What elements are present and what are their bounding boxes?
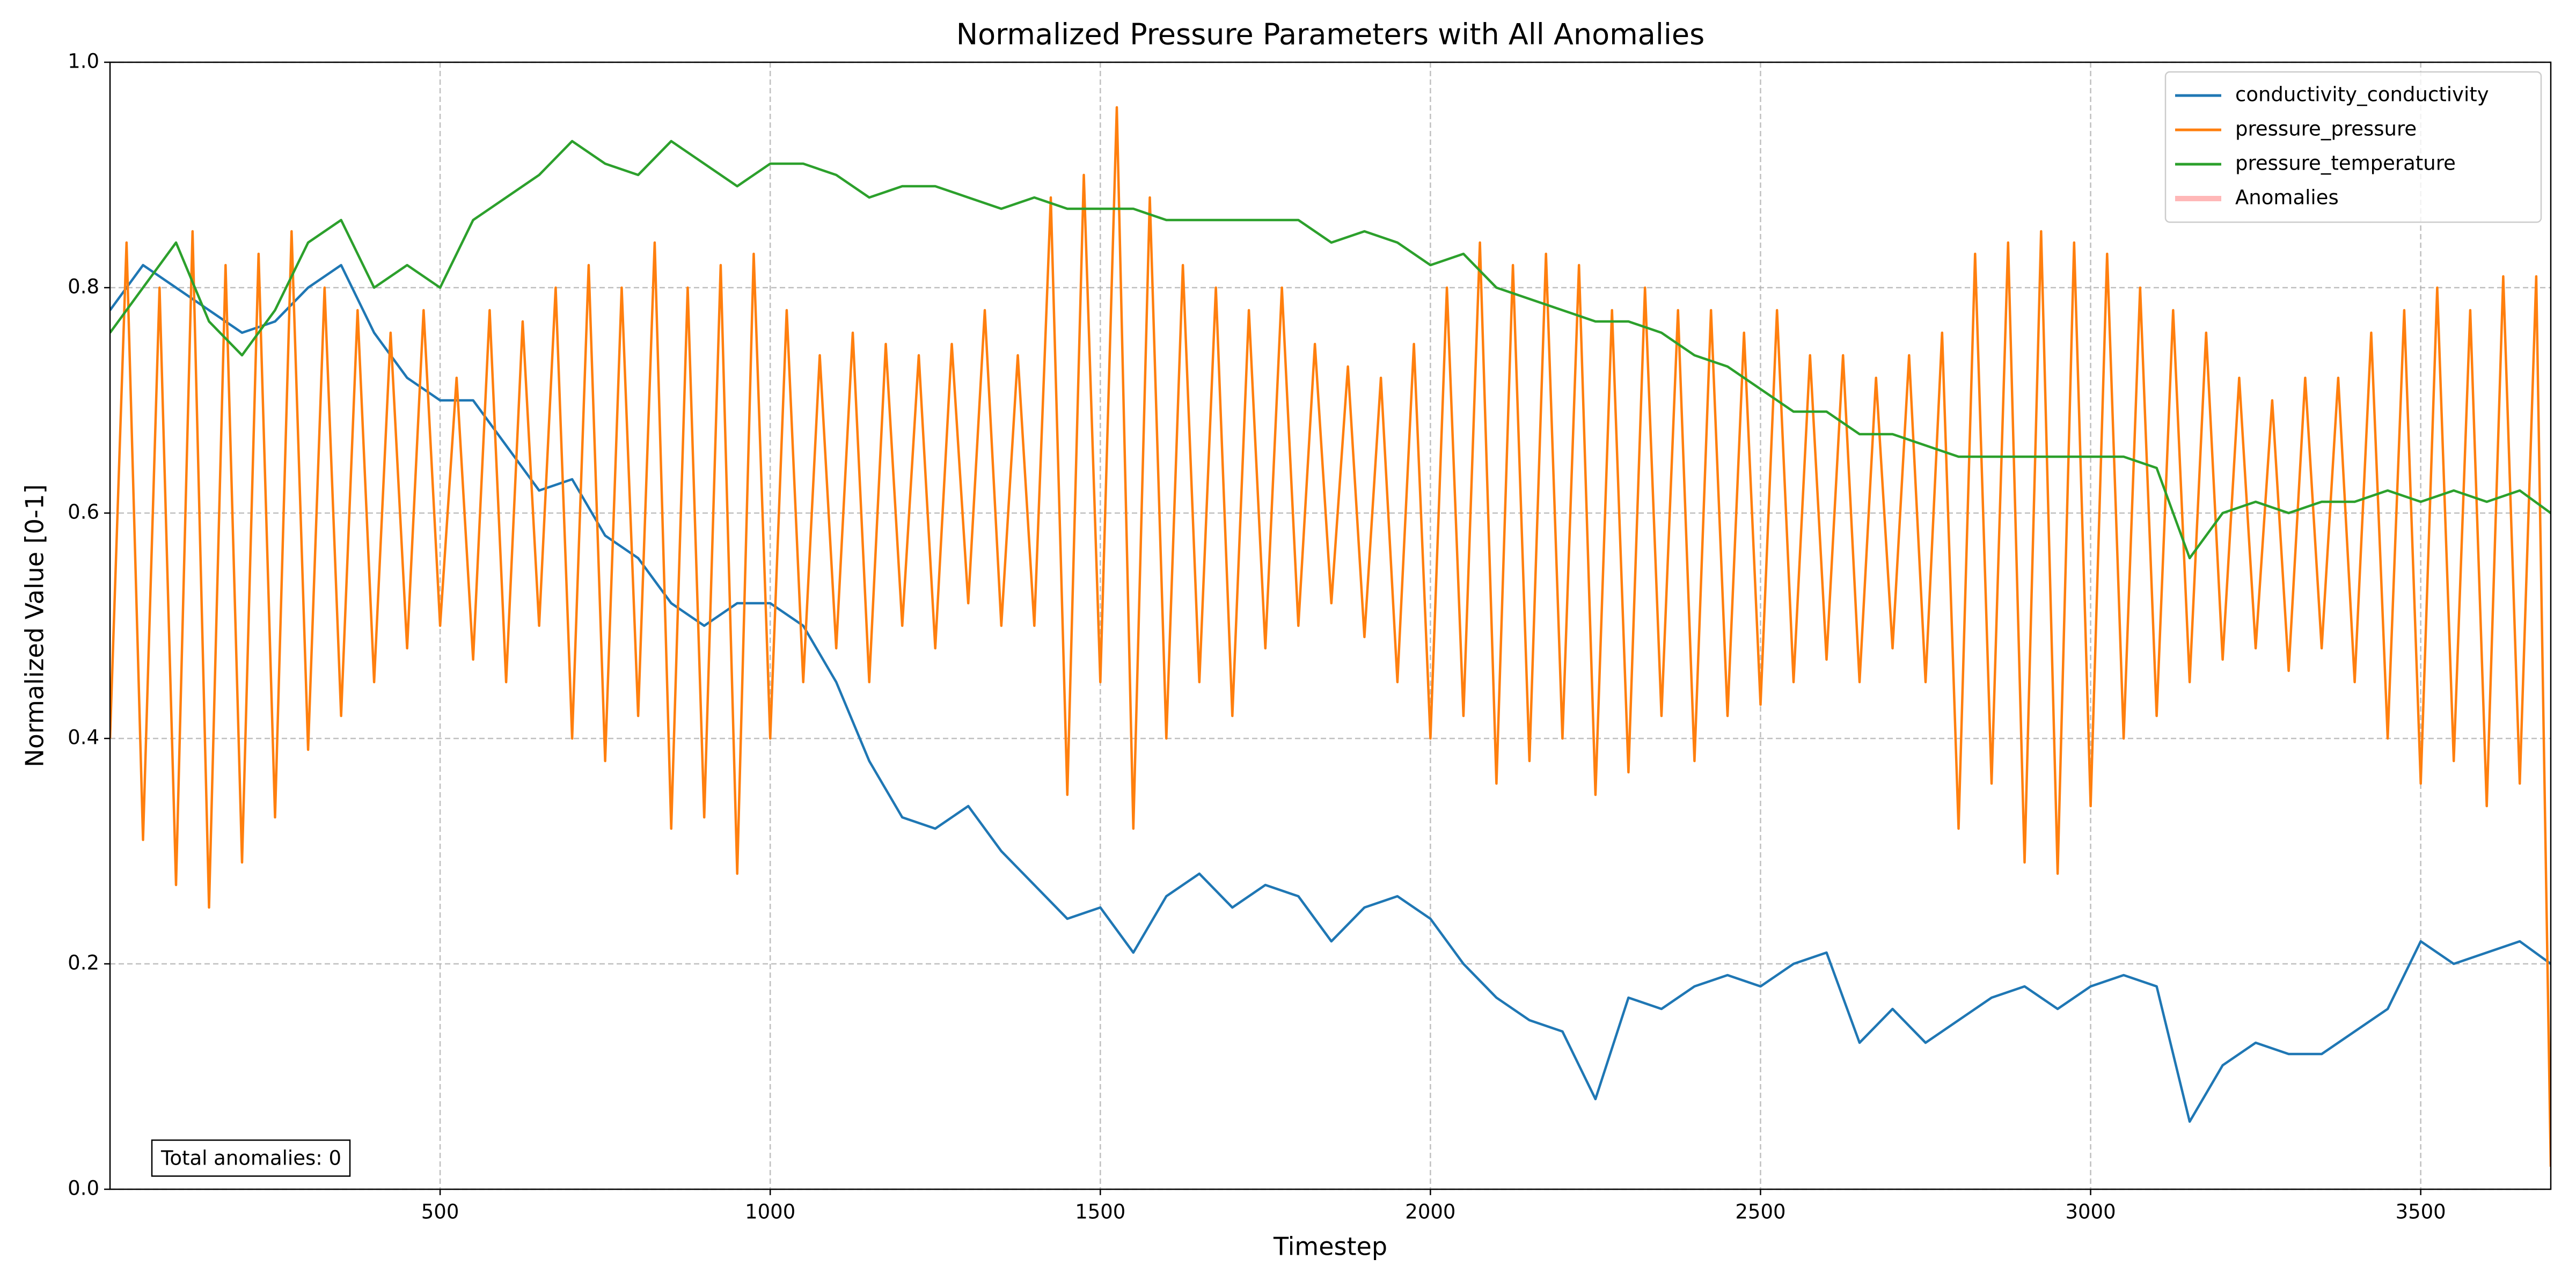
legend-box [2164,71,2542,223]
annotation: Total anomalies: 0 [160,1147,341,1170]
legend-label: pressure_temperature [2235,152,2456,175]
x-tick-label: 500 [421,1201,459,1224]
data-line [110,106,2551,1167]
y-tick-label: 0.0 [68,1177,99,1200]
plot-frame [109,61,2552,1190]
y-tick-label: 0.2 [68,952,99,975]
data-line [110,140,2551,560]
legend-label: Anomalies [2235,186,2339,209]
x-tick-label: 3500 [2396,1201,2446,1224]
y-tick-label: 0.8 [68,275,99,298]
x-tick-label: 2500 [1735,1201,1785,1224]
y-tick-label: 0.6 [68,501,99,524]
legend-label: conductivity_conductivity [2235,83,2489,106]
x-tick-label: 3000 [2065,1201,2116,1224]
x-axis-label: Timestep [1273,1232,1387,1261]
x-tick-label: 2000 [1405,1201,1455,1224]
y-axis-label: Normalized Value [0-1] [20,484,49,767]
annotation-box [151,1139,351,1177]
y-tick-label: 1.0 [68,50,99,73]
x-tick-label: 1000 [745,1201,795,1224]
x-tick-label: 1500 [1075,1201,1125,1224]
chart-title: Normalized Pressure Parameters with All … [956,18,1704,52]
legend-label: pressure_pressure [2235,118,2417,141]
y-tick-label: 0.4 [68,726,99,749]
